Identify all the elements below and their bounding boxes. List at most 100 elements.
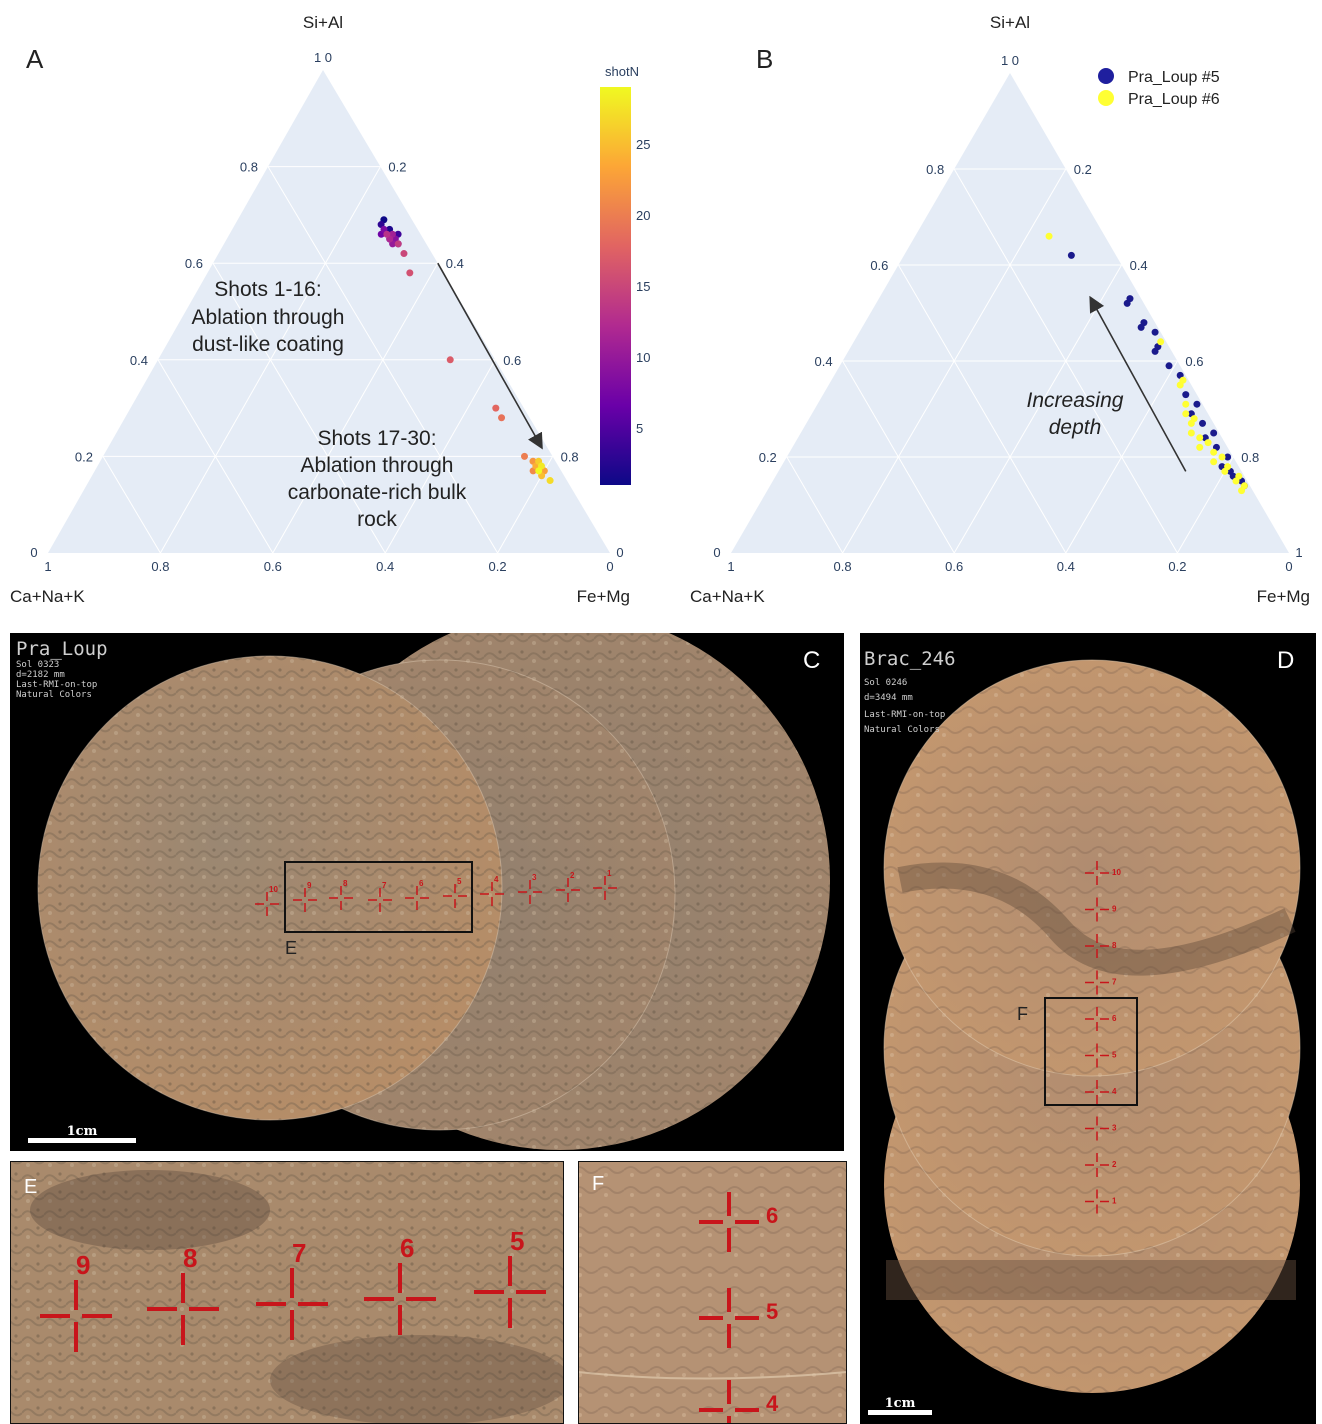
colorbar-title: shotN xyxy=(605,64,639,79)
rock-shadow xyxy=(30,1170,270,1250)
data-point xyxy=(498,414,506,422)
ternary-plot-a: A Si+Al Ca+Na+K Fe+Mg 0.8 0.6 0.4 0.2 0.2 0.4… xyxy=(10,13,650,606)
tick-label: 0.4 xyxy=(815,354,833,369)
photo-meta: d=2182 mm xyxy=(16,670,65,680)
annotation-dust: Shots 1-16: Ablation through dust-like c… xyxy=(192,278,345,356)
data-point xyxy=(1137,323,1145,331)
inset-box-f xyxy=(1044,997,1138,1106)
data-point xyxy=(492,404,500,412)
shot-label: 10 xyxy=(1112,868,1121,877)
ternary-ticks: 0.8 0.6 0.4 0.2 0.2 0.4 0.6 0.8 1 0.8 0.6 0.4 0.2 0 1 … xyxy=(30,50,623,574)
tick-label: 0.8 xyxy=(834,559,852,574)
photo-meta: Last-RMI-on-top xyxy=(864,710,945,720)
dark-band xyxy=(886,1260,1296,1300)
photo-meta: Natural Colors xyxy=(16,690,92,700)
tick-label: 0.2 xyxy=(1168,559,1186,574)
data-point xyxy=(1182,410,1190,418)
data-point xyxy=(1196,443,1204,451)
annotation-line: Ablation through xyxy=(192,306,345,329)
tick-label: 0.2 xyxy=(388,160,406,175)
data-point xyxy=(1210,429,1218,437)
shot-marker: 6 xyxy=(1085,1007,1117,1031)
tick-label: 0.8 xyxy=(151,559,169,574)
data-point xyxy=(1238,487,1246,495)
shot-label: 3 xyxy=(1112,1124,1117,1133)
shot-marker: 8 xyxy=(147,1243,219,1345)
tick-label: 0 xyxy=(713,545,720,560)
data-points xyxy=(1045,232,1248,495)
shot-marker: 9 xyxy=(293,881,317,912)
gridline xyxy=(102,456,161,554)
tick-label: 0.6 xyxy=(503,353,521,368)
data-point xyxy=(1176,381,1184,389)
tick-label: 0.8 xyxy=(1241,450,1259,465)
data-point xyxy=(1218,453,1226,461)
data-point xyxy=(394,240,402,248)
ternary-ticks: 0.8 0.6 0.4 0.2 0.2 0.4 0.6 0.8 1 0.8 0.6 0.4 0.2 0 1 … xyxy=(713,53,1302,574)
gridline xyxy=(1065,360,1178,554)
inset-label-e: E xyxy=(285,938,297,958)
arrow-line xyxy=(437,262,543,450)
shot-marker: 10 xyxy=(1085,861,1121,885)
rmi-texture xyxy=(578,1161,847,1424)
shot-marker: 3 xyxy=(1085,1116,1117,1141)
colorbar-gradient xyxy=(600,87,631,485)
ternary-background xyxy=(731,73,1289,553)
data-point xyxy=(1193,400,1201,408)
shot-label: 6 xyxy=(400,1233,414,1263)
shot-label: 10 xyxy=(269,885,278,894)
panel-label-d: D xyxy=(1277,647,1294,674)
shot-marker: 6 xyxy=(405,879,429,910)
data-point xyxy=(1067,251,1075,259)
tick-label: 0 xyxy=(616,545,623,560)
shot-label: 5 xyxy=(1112,1051,1117,1060)
annotation-depth: Increasing depth xyxy=(1027,389,1124,439)
shot-marker: 4 xyxy=(699,1380,779,1424)
scale-label: 1cm xyxy=(885,1396,916,1411)
shot-label: 9 xyxy=(76,1250,90,1280)
frame-edge xyxy=(578,1371,847,1380)
shot-label: 6 xyxy=(766,1203,778,1228)
shot-marker: 6 xyxy=(699,1192,778,1252)
shot-marker: 9 xyxy=(40,1250,112,1352)
data-point xyxy=(1182,400,1190,408)
annotation-line: Shots 1-16: xyxy=(214,278,321,301)
shot-marker: 2 xyxy=(556,871,580,902)
rmi-texture xyxy=(884,660,1300,1076)
laser-shot-markers: 10 9 8 7 6 5 4 3 2 1 xyxy=(255,869,617,916)
tick-label: 0 xyxy=(606,559,613,574)
annotation-line: Shots 17-30: xyxy=(317,427,436,450)
colorbar-tick: 15 xyxy=(636,279,650,294)
shot-label: 9 xyxy=(307,881,312,890)
data-point xyxy=(1151,328,1159,336)
shot-label: 8 xyxy=(1112,941,1117,950)
shot-marker: 5 xyxy=(1085,1043,1117,1068)
gridline xyxy=(157,359,274,554)
gridline xyxy=(272,262,439,554)
tick-label: 1 0 xyxy=(314,50,332,65)
shot-marker: 2 xyxy=(1085,1153,1117,1177)
photo-meta: Natural Colors xyxy=(864,725,940,735)
data-point xyxy=(1199,419,1207,427)
shot-label: 7 xyxy=(292,1238,306,1268)
tick-label: 0 xyxy=(1285,559,1292,574)
data-point xyxy=(1165,362,1173,370)
tick-label: 0.2 xyxy=(75,449,93,464)
axis-label-right: Fe+Mg xyxy=(577,587,630,606)
gridline xyxy=(842,360,955,554)
data-point xyxy=(1210,458,1218,466)
laser-shot-markers: 10 9 8 7 6 5 4 3 2 1 xyxy=(1085,861,1121,1214)
photo-meta: Sol 0323 xyxy=(16,660,59,670)
tick-label: 0.4 xyxy=(130,353,148,368)
panel-label-e: E xyxy=(24,1176,37,1198)
annotation-line: carbonate-rich bulk xyxy=(288,481,467,504)
photo-meta: Sol 0246 xyxy=(864,678,907,688)
tick-label: 1 xyxy=(727,559,734,574)
shot-label: 5 xyxy=(766,1299,778,1324)
data-point xyxy=(446,356,454,364)
photo-meta: Last-RMI-on-top xyxy=(16,680,97,690)
axis-label-top: Si+Al xyxy=(990,13,1030,32)
annotation-line: Increasing xyxy=(1027,389,1124,412)
shot-marker: 4 xyxy=(1085,1080,1117,1104)
